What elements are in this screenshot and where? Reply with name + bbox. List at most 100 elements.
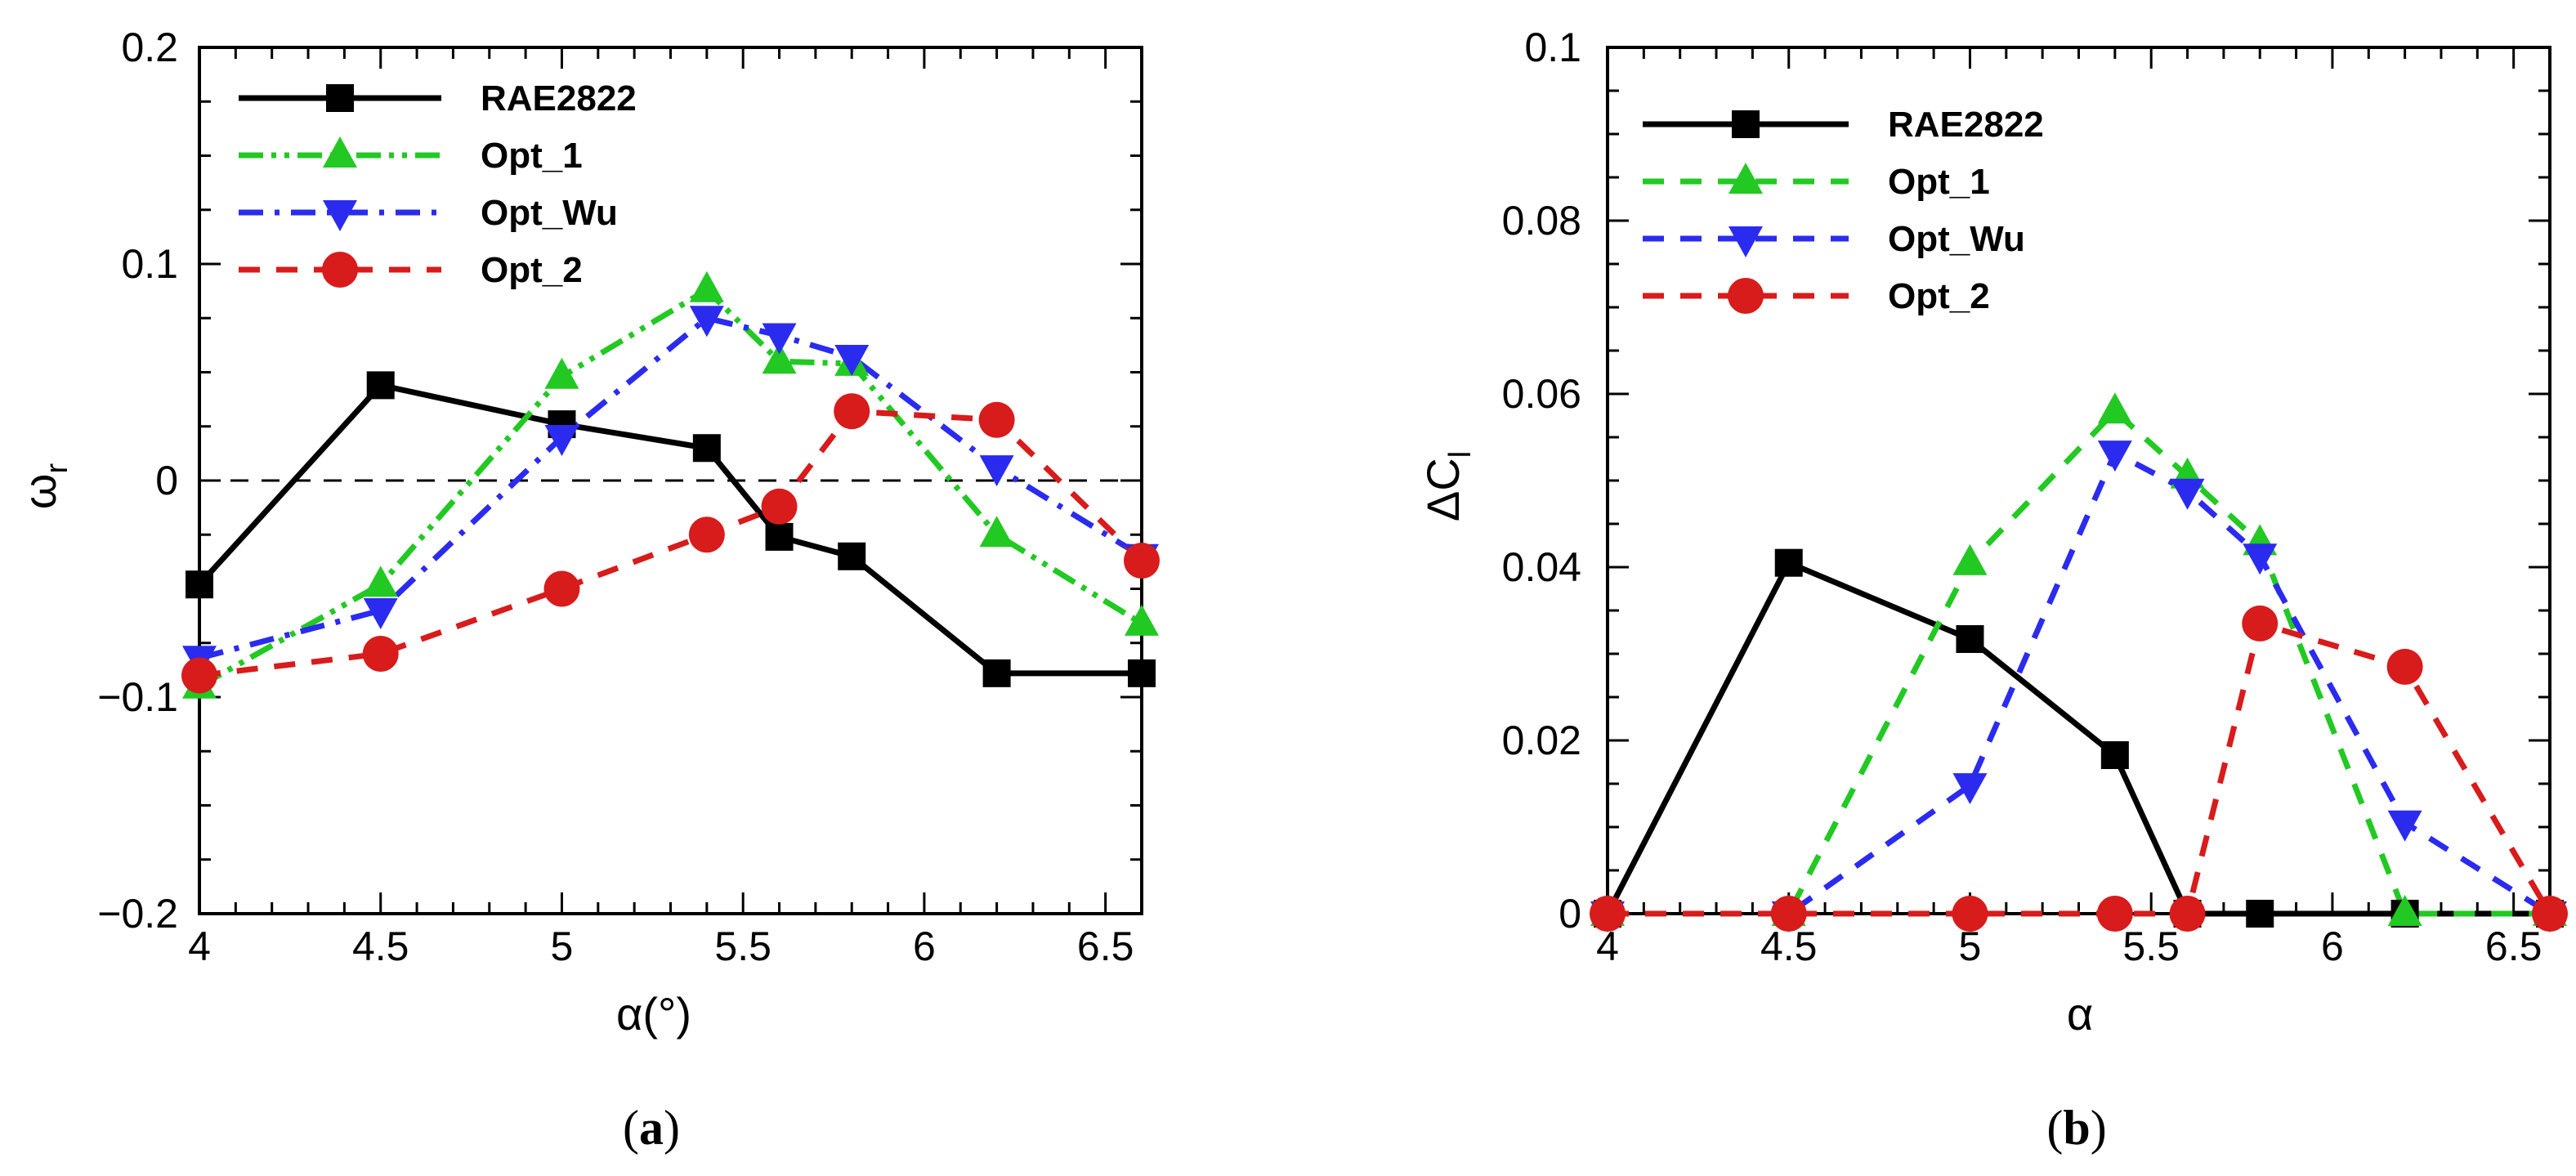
marker-opt_1-legend [323,136,357,168]
marker-rae2822-1 [366,371,395,400]
marker-opt_wu-5 [2243,543,2278,575]
marker-opt_wu-1 [363,598,398,629]
chart-panel-b: 00.020.040.060.080.14 4.5 5 5.5 6 6.5RAE2822O… [1417,25,2568,1155]
series-line-rae2822 [1604,560,2550,917]
legend: RAE2822 Opt_1 Opt_Wu Opt_2 [1643,105,2044,316]
x-tick-label: 4 [188,923,211,969]
y-tick-label: 0 [155,458,178,503]
x-tick-label: 5 [551,923,574,969]
y-tick-label: 0.02 [1502,718,1581,763]
marker-opt_1-legend [1729,163,1763,194]
marker-opt_2-legend [322,252,358,288]
legend: RAE2822 Opt_1 Opt_Wu Opt_2 [239,78,637,290]
marker-opt_wu-4 [762,323,797,355]
series-line-opt_2 [199,408,1144,678]
marker-opt_2-4 [761,488,798,525]
marker-rae2822-0 [186,570,213,599]
marker-opt_wu-3 [2097,440,2132,472]
marker-rae2822-3 [692,434,721,463]
marker-opt_1-6 [2387,895,2422,926]
marker-rae2822-3 [2100,741,2129,770]
marker-opt_2-6 [2386,648,2423,685]
legend-label-opt_1: Opt_1 [1888,162,1990,202]
marker-opt_2-legend [1728,278,1764,314]
marker-opt_2-5 [834,393,870,430]
marker-opt_wu-6 [979,455,1014,487]
y-tick-label: −0.1 [97,674,178,720]
marker-rae2822-legend [1732,110,1760,138]
marker-opt_2-6 [978,401,1015,438]
x-tick-label: 4.5 [352,923,409,969]
caption-open-paren: ( [623,1101,639,1155]
y-axis-label-main: ω [14,473,65,509]
legend-label-rae2822: RAE2822 [1888,105,2044,145]
x-tick-label: 5.5 [714,923,771,969]
x-axis-label: α(°) [616,988,691,1040]
y-axis-label: ωr [14,463,74,509]
marker-opt_wu-5 [834,344,870,376]
y-axis-label-sub: l [1443,451,1478,458]
marker-rae2822-1 [1774,548,1803,577]
x-axis-label: α [2067,988,2093,1040]
marker-opt_wu-legend [1729,226,1763,257]
marker-opt_2-7 [2532,896,2568,932]
marker-opt_2-2 [1952,896,1988,932]
caption-letter: a [639,1101,664,1155]
series-line-rae2822 [197,382,1142,677]
marker-opt_1-3 [2097,392,2132,424]
marker-opt_2-4 [2169,896,2206,932]
legend-label-opt_wu: Opt_Wu [481,193,618,233]
caption-letter: b [2063,1101,2090,1155]
series-line-opt_wu [1608,449,2551,917]
legend-label-opt_2: Opt_2 [481,250,583,290]
marker-opt_2-0 [181,657,217,694]
panel-caption: (a) [623,1101,680,1155]
x-tick-label: 6.5 [2485,923,2542,969]
y-axis-label-sub: r [40,463,74,473]
marker-opt_wu-2 [544,425,579,456]
chart-panel-a: −0.2 −0.1 0 0.1 0.2 4 4.5 5 5.5 6 6.5 RAE2822 Opt_1 O… [14,25,1160,1155]
marker-opt_wu-3 [689,306,724,338]
marker-rae2822-legend [326,84,354,112]
y-tick-label: 0.08 [1502,198,1581,244]
marker-rae2822-6 [982,659,1011,687]
y-tick-label: 0 [1559,891,1581,937]
marker-opt_2-3 [2096,896,2133,932]
marker-opt_2-2 [543,570,580,607]
marker-opt_1-2 [544,357,579,389]
marker-opt_1-7 [1125,604,1159,636]
y-tick-label: 0.1 [1524,25,1581,70]
marker-rae2822-5 [2246,900,2274,928]
y-tick-label: 0.04 [1502,544,1581,590]
y-tick-label: 0.06 [1502,371,1581,417]
x-tick-label: 6 [2321,923,2344,969]
marker-opt_2-1 [1770,896,1807,932]
marker-opt_2-3 [688,516,725,553]
caption-open-paren: ( [2046,1101,2063,1155]
legend-label-rae2822: RAE2822 [481,78,637,118]
legend-label-opt_1: Opt_1 [481,136,583,176]
marker-opt_2-5 [2242,605,2279,642]
y-axis-label: ΔCl [1417,451,1478,521]
series-line-opt_2 [1608,620,2553,917]
marker-opt_1-6 [979,516,1014,548]
series-line-opt_wu [199,315,1143,661]
marker-rae2822-5 [838,542,866,570]
marker-opt_wu-legend [323,200,357,231]
marker-opt_1-4 [762,342,797,374]
caption-close-paren: ) [2091,1101,2107,1155]
marker-opt_1-3 [689,271,724,302]
y-tick-label: 0.1 [121,241,178,287]
marker-rae2822-4 [765,522,794,551]
legend-label-opt_2: Opt_2 [1888,276,1990,316]
series-line-opt_1 [198,287,1143,689]
x-tick-label: 5.5 [2122,923,2180,969]
marker-opt_wu-6 [2387,810,2422,842]
marker-rae2822-7 [1128,659,1156,687]
marker-opt_2-1 [362,636,399,672]
marker-rae2822-2 [1956,624,1984,653]
marker-opt_wu-2 [1952,773,1988,805]
panel-caption: (b) [2046,1101,2106,1155]
series-line-opt_1 [1608,408,2550,917]
